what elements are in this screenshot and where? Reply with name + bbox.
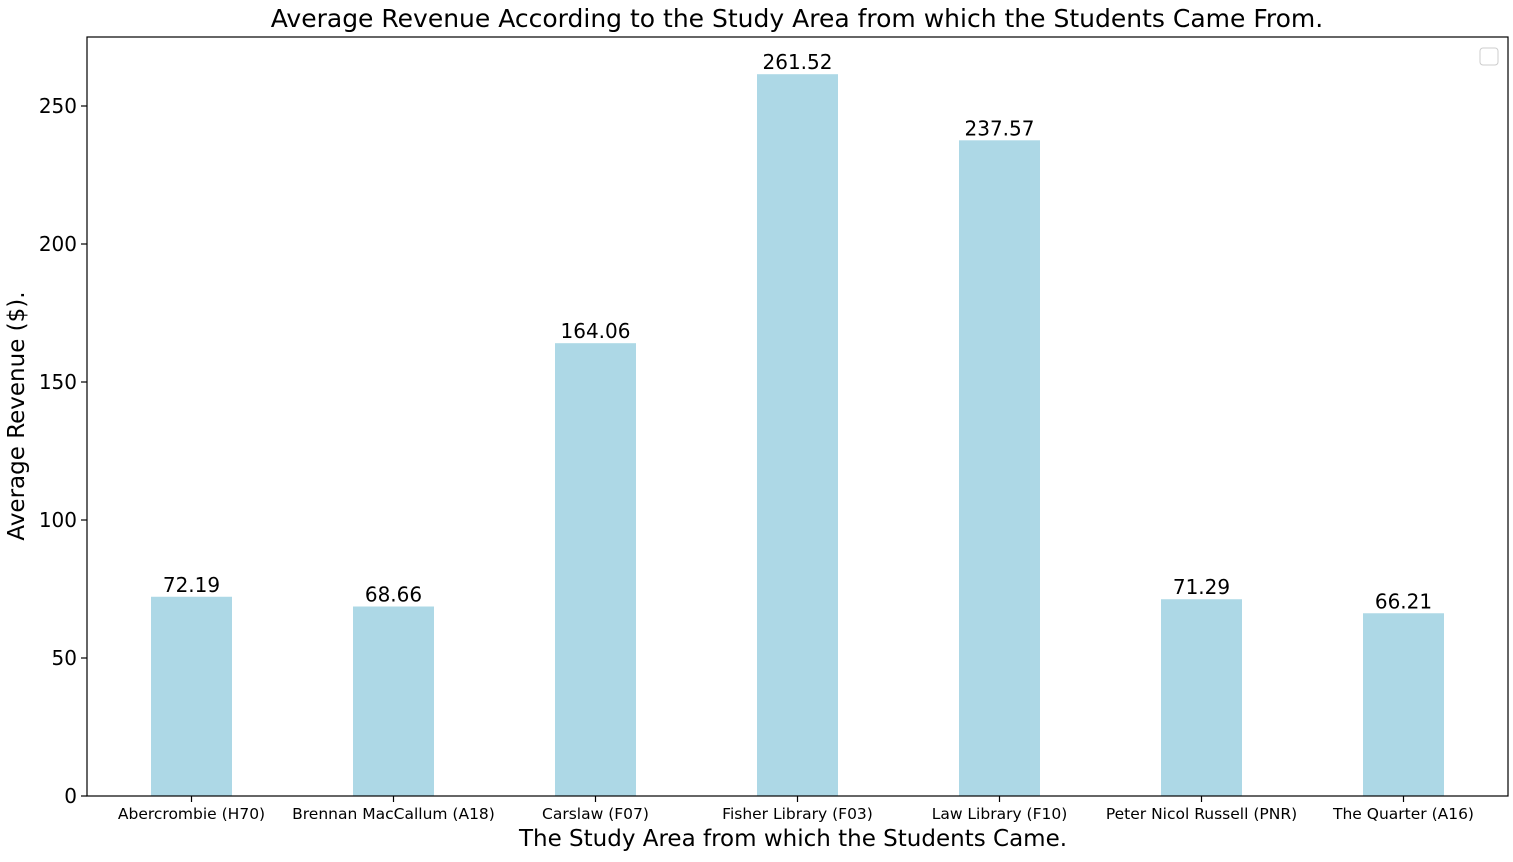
bar-value-label: 261.52 <box>763 50 833 74</box>
y-tick-label: 0 <box>64 784 77 808</box>
chart-title: Average Revenue According to the Study A… <box>271 4 1323 33</box>
bar <box>151 596 232 796</box>
bar <box>353 606 434 796</box>
bar <box>959 140 1040 796</box>
x-tick-label: Brennan MacCallum (A18) <box>292 805 495 823</box>
y-tick-label: 100 <box>39 508 77 532</box>
y-tick-label: 150 <box>39 370 77 394</box>
bar-value-label: 72.19 <box>163 573 220 597</box>
x-tick-label: Fisher Library (F03) <box>722 805 873 823</box>
y-tick-label: 50 <box>52 646 77 670</box>
bar-value-label: 71.29 <box>1173 575 1230 599</box>
bar <box>1161 599 1242 796</box>
bar <box>757 74 838 796</box>
bar <box>555 343 636 796</box>
bar-value-label: 237.57 <box>965 116 1035 140</box>
bar-value-label: 66.21 <box>1375 589 1432 613</box>
y-tick-label: 250 <box>39 94 77 118</box>
bars-layer <box>151 74 1444 796</box>
plot-frame <box>86 36 1509 797</box>
x-tick-label: Peter Nicol Russell (PNR) <box>1106 805 1297 823</box>
legend-box <box>1479 47 1499 66</box>
x-axis: Abercrombie (H70) Brennan MacCallum (A18)… <box>118 796 1474 823</box>
y-tick-label: 200 <box>39 232 77 256</box>
x-tick-label: The Quarter (A16) <box>1332 805 1474 823</box>
x-axis-label: The Study Area from which the Students C… <box>518 826 1067 852</box>
y-axis-label: Average Revenue ($). <box>4 291 30 540</box>
bar-value-label: 164.06 <box>561 319 631 343</box>
data-labels-layer: 72.19 68.66 164.06 261.52 237.57 71.29 66.21 <box>163 50 1432 613</box>
bar <box>1363 613 1444 796</box>
bar-value-label: 68.66 <box>365 583 422 607</box>
x-tick-label: Law Library (F10) <box>932 805 1068 823</box>
x-tick-label: Carslaw (F07) <box>542 805 649 823</box>
x-tick-label: Abercrombie (H70) <box>118 805 265 823</box>
y-axis: 0 50 100 150 200 250 <box>39 94 87 808</box>
